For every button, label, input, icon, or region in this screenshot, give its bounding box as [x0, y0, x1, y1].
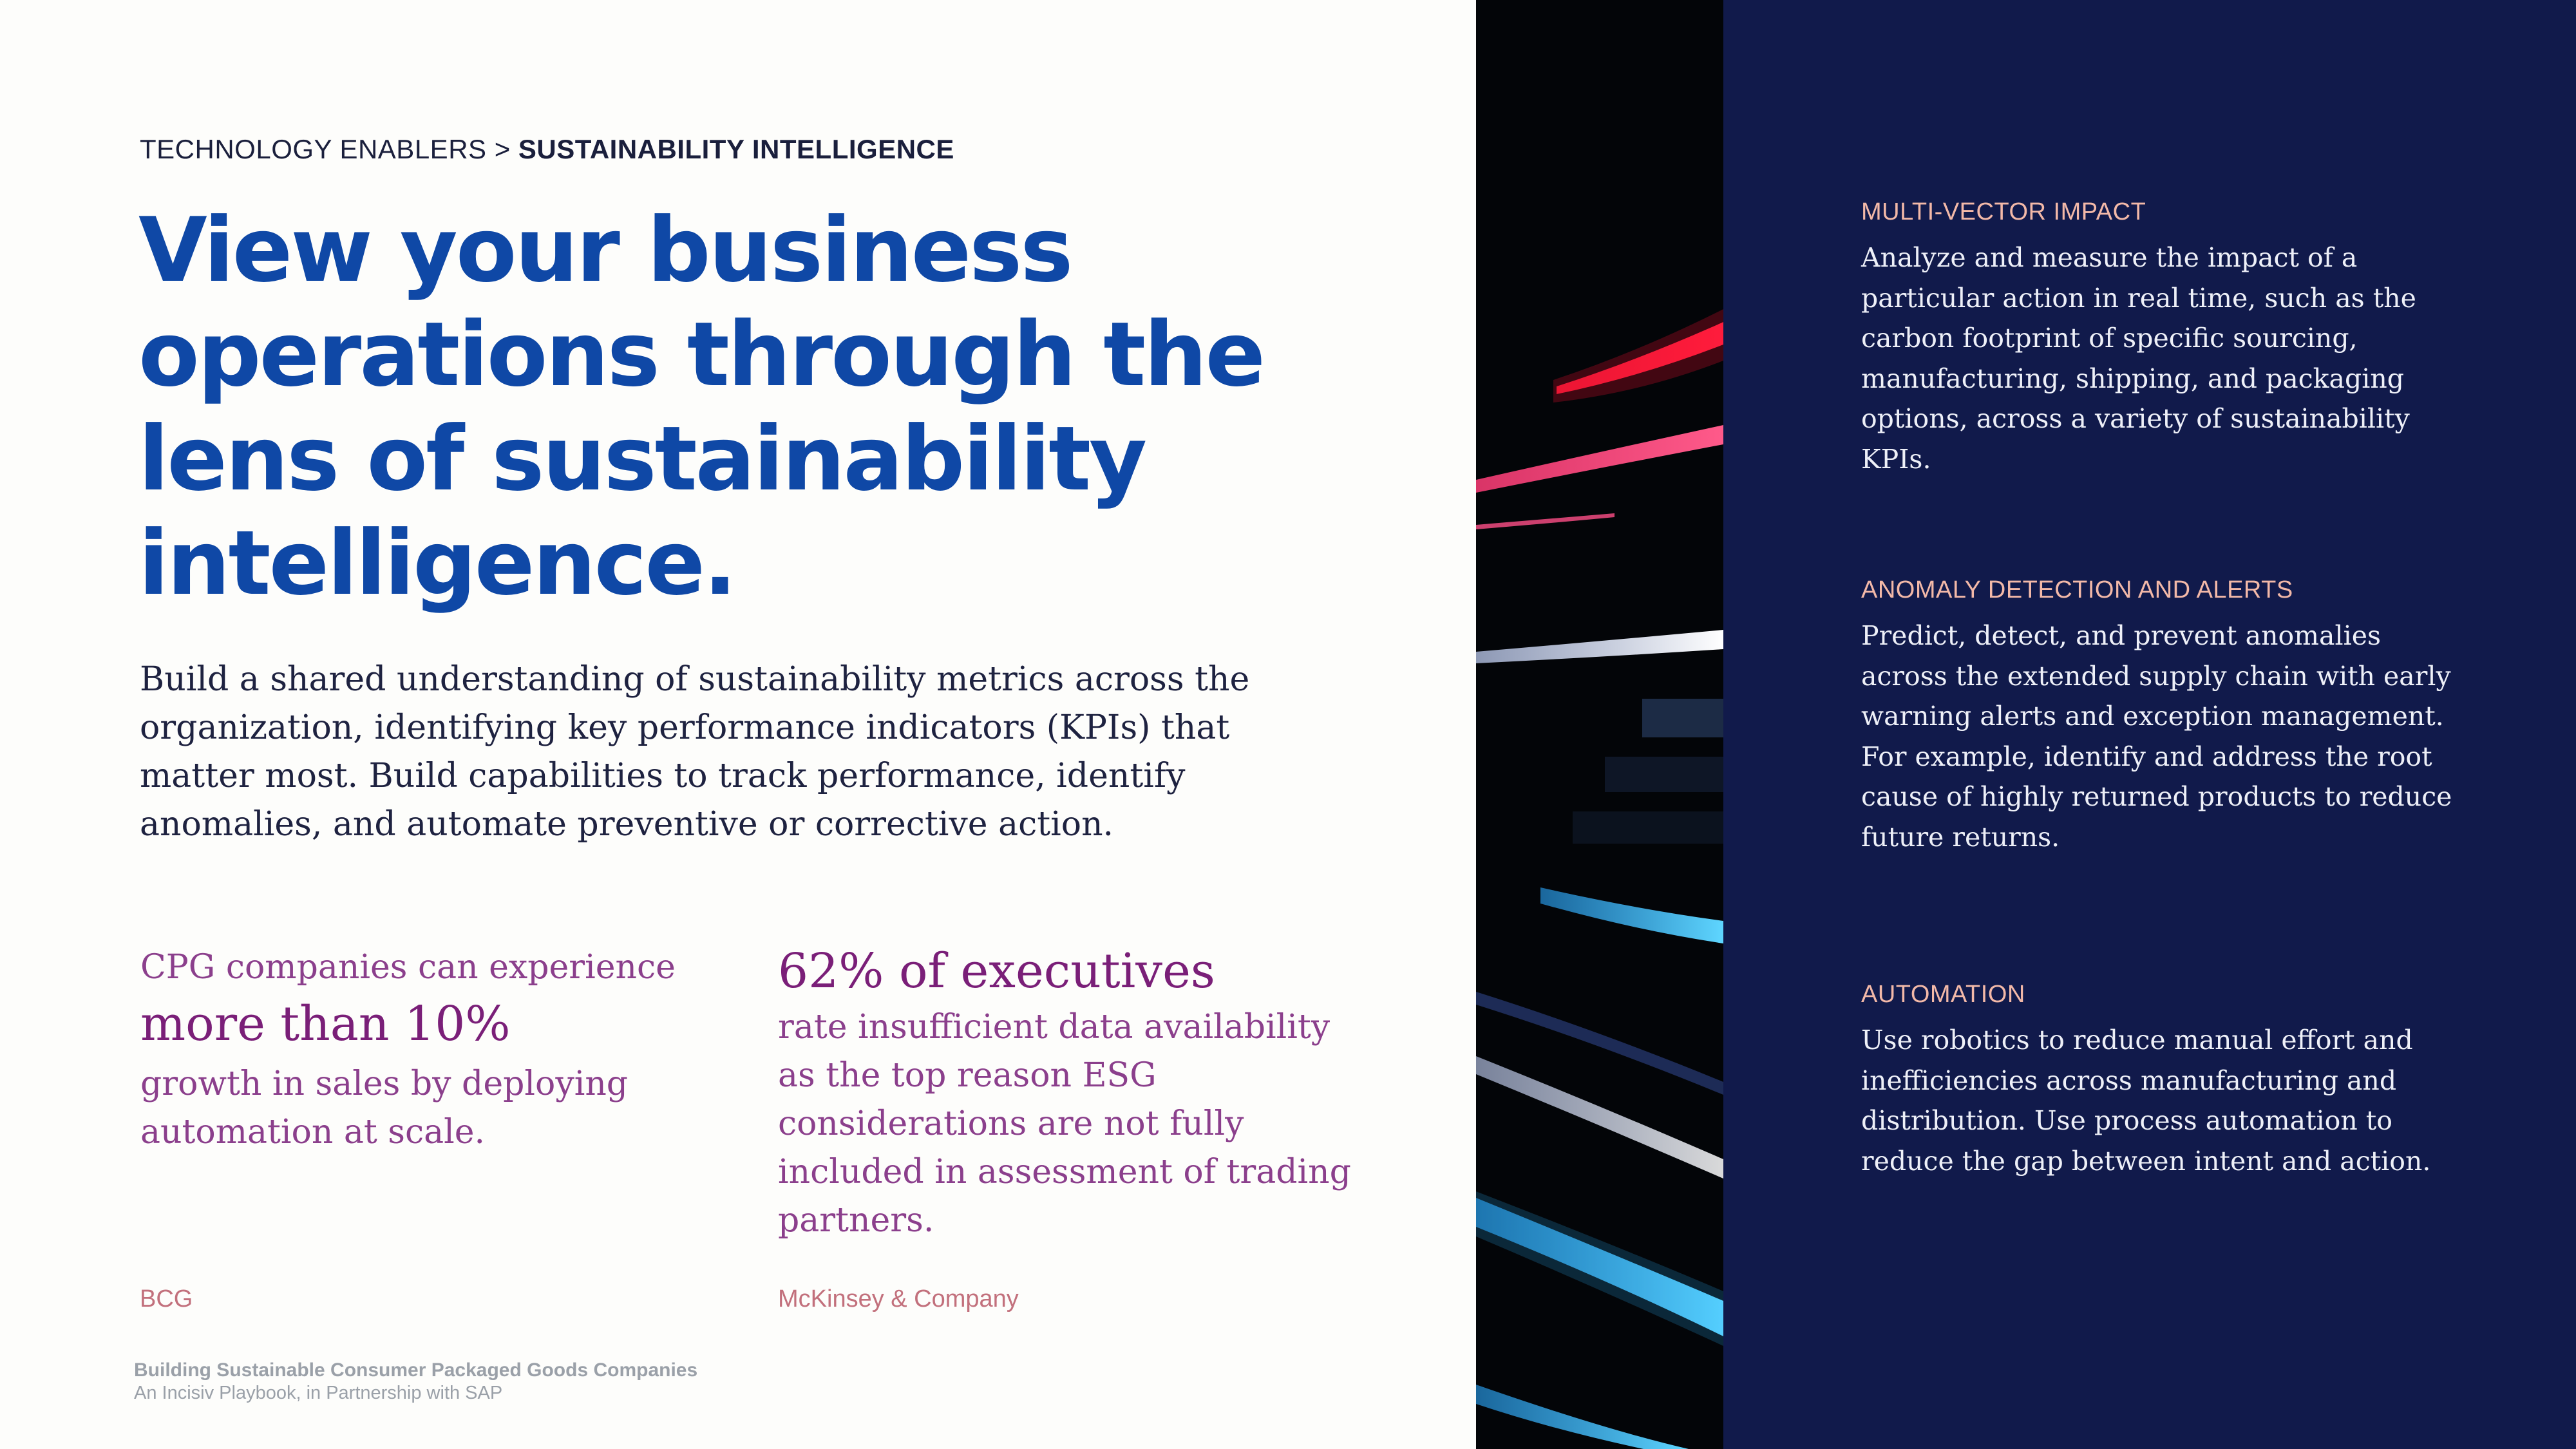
stat-description: growth in sales by deploying automation …: [140, 1065, 629, 1151]
light-streaks-image: [1476, 0, 1723, 1449]
dark-block: [1642, 699, 1723, 737]
features-panel: MULTI-VECTOR IMPACT Analyze and measure …: [1723, 0, 2576, 1449]
white-arc-streak: [1476, 1056, 1723, 1179]
stat-callout-executives: 62% of executives rate insufficient data…: [778, 939, 1358, 1245]
left-content-panel: TECHNOLOGY ENABLERS > SUSTAINABILITY INT…: [134, 134, 1358, 1404]
red-light-streak: [1557, 322, 1723, 394]
feature-automation: AUTOMATION Use robotics to reduce manual…: [1861, 981, 2454, 1181]
feature-body: Predict, detect, and prevent anomalies a…: [1861, 620, 2452, 853]
stat-lead-text: CPG companies can experience: [140, 948, 676, 987]
feature-body: Analyze and measure the impact of a part…: [1861, 242, 2416, 475]
breadcrumb-current: SUSTAINABILITY INTELLIGENCE: [518, 134, 954, 164]
footer-subtitle: An Incisiv Playbook, in Partnership with…: [134, 1383, 503, 1403]
dark-block: [1573, 811, 1723, 844]
stat-description: rate insufficient data availability as t…: [778, 1008, 1351, 1240]
light-streaks-graphic: [1476, 309, 1723, 1449]
page-headline: View your business operations through th…: [138, 198, 1265, 615]
dark-block: [1605, 757, 1723, 792]
feature-body: Use robotics to reduce manual effort and…: [1861, 1025, 2431, 1177]
feature-title: MULTI-VECTOR IMPACT: [1861, 198, 2146, 225]
cyan-lower-streak: [1476, 1385, 1689, 1449]
footer-title: Building Sustainable Consumer Packaged G…: [134, 1359, 698, 1381]
document-footer: Building Sustainable Consumer Packaged G…: [134, 1359, 697, 1404]
feature-multi-vector-impact: MULTI-VECTOR IMPACT Analyze and measure …: [1861, 198, 2454, 479]
feature-anomaly-detection: ANOMALY DETECTION AND ALERTS Predict, de…: [1861, 576, 2454, 857]
cyan-arc-streak: [1476, 1198, 1723, 1336]
intro-paragraph: Build a shared understanding of sustaina…: [140, 660, 1250, 844]
feature-title: ANOMALY DETECTION AND ALERTS: [1861, 576, 2293, 603]
breadcrumb-separator: >: [494, 134, 511, 164]
white-light-streak: [1476, 630, 1723, 663]
stat-source-mckinsey: McKinsey & Company: [778, 1285, 1019, 1312]
navy-arc-streak: [1476, 992, 1723, 1095]
cyan-arc-glow: [1476, 1191, 1723, 1346]
red-light-glow: [1553, 309, 1723, 402]
breadcrumb: TECHNOLOGY ENABLERS > SUSTAINABILITY INT…: [140, 134, 954, 165]
stat-source-bcg: BCG: [140, 1285, 193, 1312]
pink-light-streak: [1476, 425, 1723, 493]
stat-callout-sales-growth: CPG companies can experience more than 1…: [140, 943, 720, 1157]
stat-highlight: more than 10%: [140, 996, 511, 1052]
cyan-light-streak: [1540, 887, 1723, 943]
breadcrumb-parent[interactable]: TECHNOLOGY ENABLERS: [140, 134, 487, 164]
stat-highlight: 62% of executives: [778, 943, 1215, 999]
feature-title: AUTOMATION: [1861, 981, 2025, 1008]
pink-thin-streak: [1476, 513, 1615, 529]
